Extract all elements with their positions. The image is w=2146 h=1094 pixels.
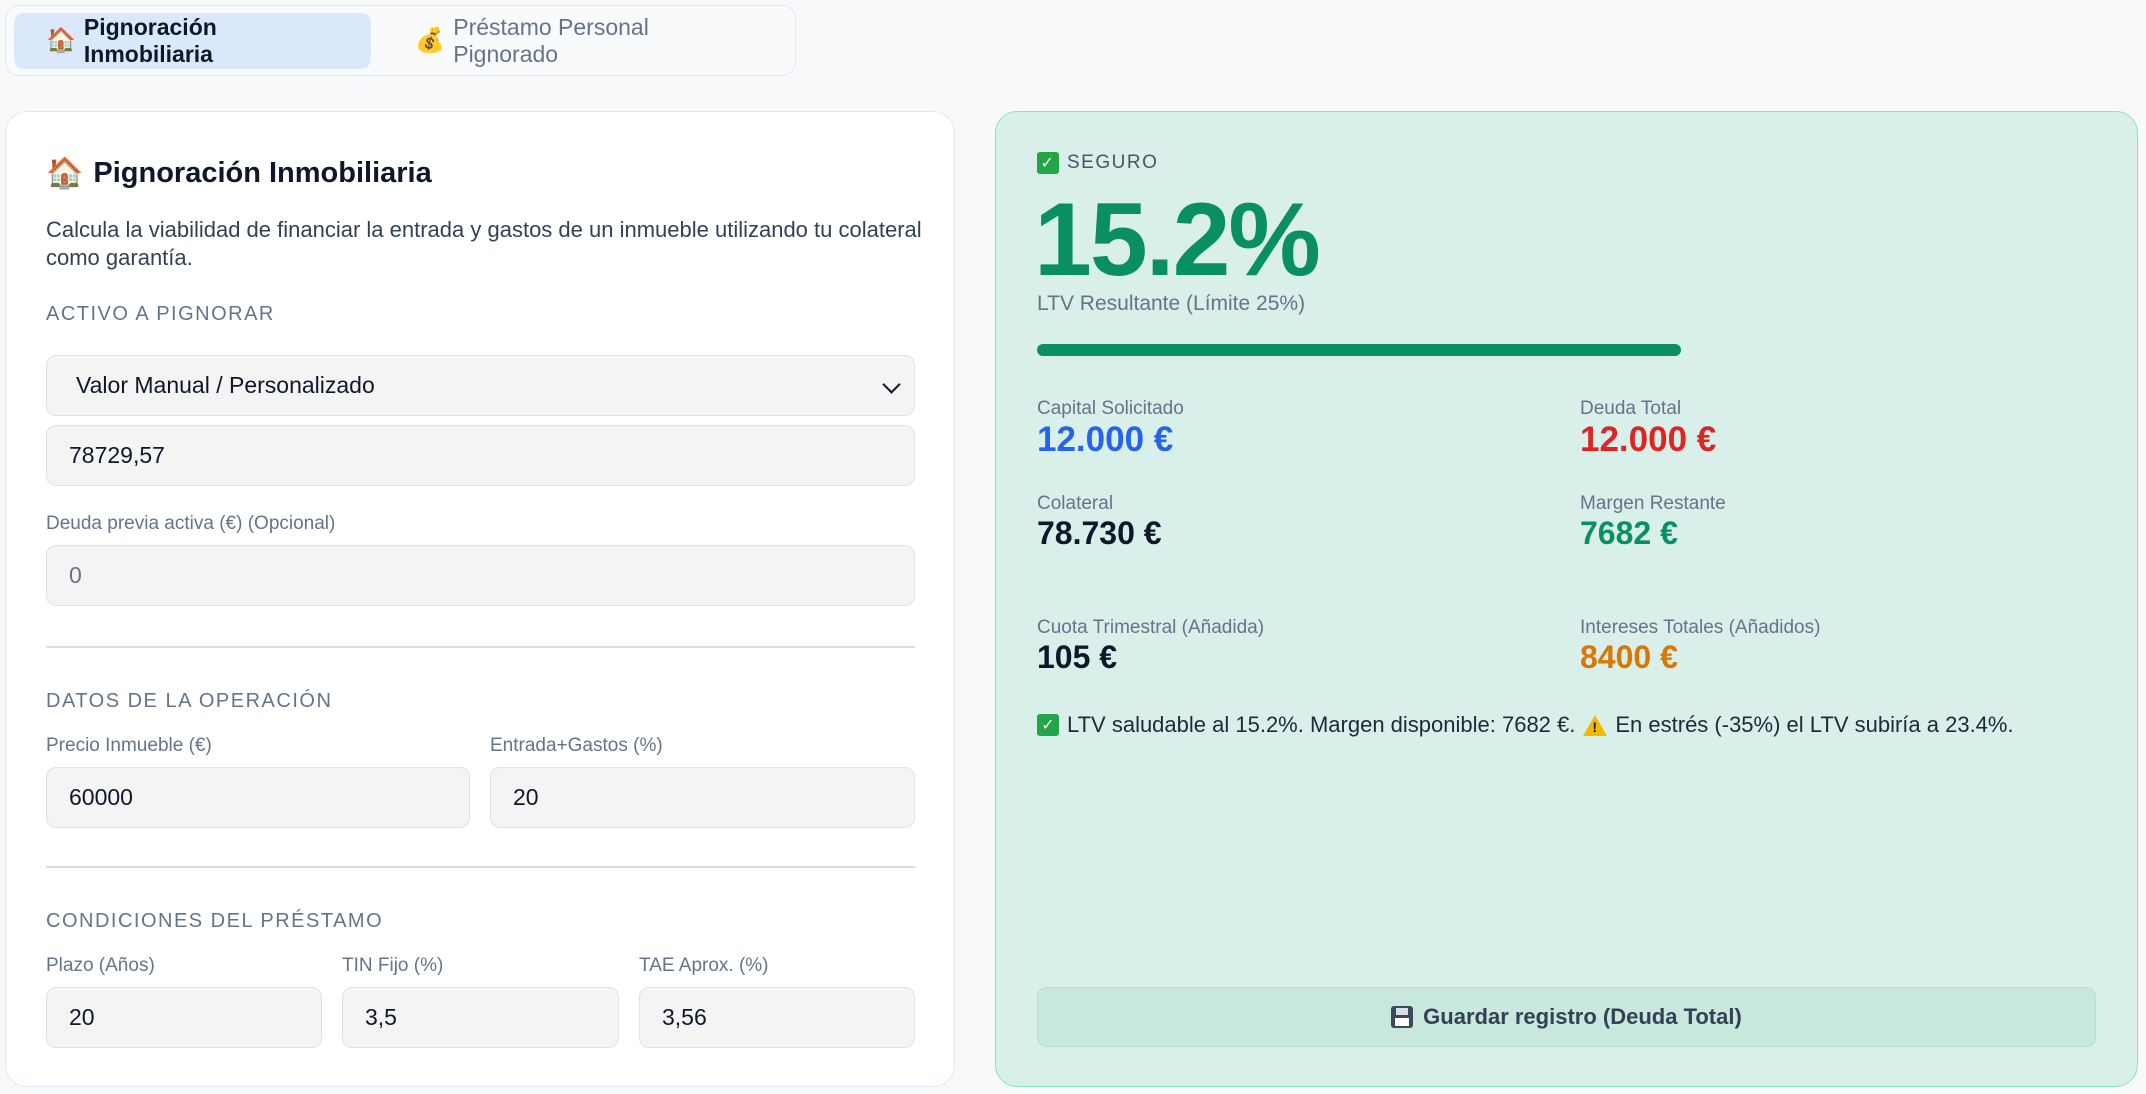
tae-label: TAE Aprox. (%) [639,955,769,976]
save-record-label: Guardar registro (Deuda Total) [1423,1004,1742,1029]
loan-section-label: CONDICIONES DEL PRÉSTAMO [46,910,384,932]
ltv-progress-fill [1037,344,1681,356]
money-bag-icon: 💰 [415,27,446,54]
capital-value: 12.000 € [1037,420,1174,459]
down-payment-label: Entrada+Gastos (%) [490,735,663,756]
status-badge: ✓ SEGURO [1037,152,1158,174]
operation-section-label: DATOS DE LA OPERACIÓN [46,690,333,712]
summary-text-2: En estrés (-35%) el LTV subiría a 23.4%. [1615,712,2014,737]
margin-value: 7682 € [1580,515,1678,551]
floppy-disk-icon [1391,1006,1414,1028]
tab-prestamo-personal[interactable]: 💰 Préstamo Personal Pignorado [383,13,787,69]
mode-tabs: 🏠 Pignoración Inmobiliaria 💰 Préstamo Pe… [5,5,796,76]
price-label: Precio Inmueble (€) [46,735,212,756]
asset-value-input[interactable]: 78729,57 [46,425,915,486]
status-text: SEGURO [1067,152,1159,173]
capital-label: Capital Solicitado [1037,398,1184,419]
result-card: ✓ SEGURO 15.2% LTV Resultante (Límite 25… [995,111,2138,1087]
tae-input[interactable]: 3,56 [639,987,915,1048]
form-description: Calcula la viabilidad de financiar la en… [46,217,922,270]
form-title: 🏠 Pignoración Inmobiliaria [46,156,432,191]
term-input[interactable]: 20 [46,987,322,1048]
divider [46,866,915,868]
divider [46,646,915,648]
price-input[interactable]: 60000 [46,767,470,828]
asset-select[interactable]: Valor Manual / Personalizado [46,355,915,416]
quarterly-fee-label: Cuota Trimestral (Añadida) [1037,617,1265,638]
ltv-label: LTV Resultante (Límite 25%) [1037,292,1306,315]
ltv-value: 15.2% [1034,182,1321,298]
summary-text-1: LTV saludable al 15.2%. Margen disponibl… [1067,712,1576,737]
ltv-progress-bar [1037,344,2096,356]
tab-label: Pignoración Inmobiliaria [83,13,217,67]
prior-debt-input[interactable]: 0 [46,545,915,606]
interest-value: 8400 € [1580,639,1678,675]
asset-select-value: Valor Manual / Personalizado [76,372,375,398]
house-icon: 🏠 [46,157,84,190]
tin-input[interactable]: 3,5 [342,987,619,1048]
debt-value: 12.000 € [1580,420,1717,459]
tab-label: Préstamo Personal Pignorado [453,13,649,67]
debt-label: Deuda Total [1580,398,1682,419]
warning-icon [1583,714,1608,736]
term-label: Plazo (Años) [46,955,155,976]
save-record-button[interactable]: Guardar registro (Deuda Total) [1037,987,2096,1047]
form-title-text: Pignoración Inmobiliaria [93,157,432,189]
check-icon: ✓ [1037,152,1059,174]
margin-label: Margen Restante [1580,493,1726,514]
chevron-down-icon [882,377,900,395]
collateral-value: 78.730 € [1037,515,1162,551]
asset-section-label: ACTIVO A PIGNORAR [46,303,275,325]
tab-pignoracion-inmobiliaria[interactable]: 🏠 Pignoración Inmobiliaria [14,12,372,69]
prior-debt-label: Deuda previa activa (€) (Opcional) [46,513,336,534]
interest-label: Intereses Totales (Añadidos) [1580,617,1821,638]
check-icon: ✓ [1037,714,1059,736]
quarterly-fee-value: 105 € [1037,639,1118,675]
form-card: 🏠 Pignoración Inmobiliaria Calcula la vi… [5,111,955,1087]
collateral-label: Colateral [1037,493,1114,514]
tin-label: TIN Fijo (%) [342,955,444,976]
summary-message: ✓ LTV saludable al 15.2%. Margen disponi… [1037,712,2014,738]
house-icon: 🏠 [46,27,76,54]
down-payment-input[interactable]: 20 [490,767,915,828]
